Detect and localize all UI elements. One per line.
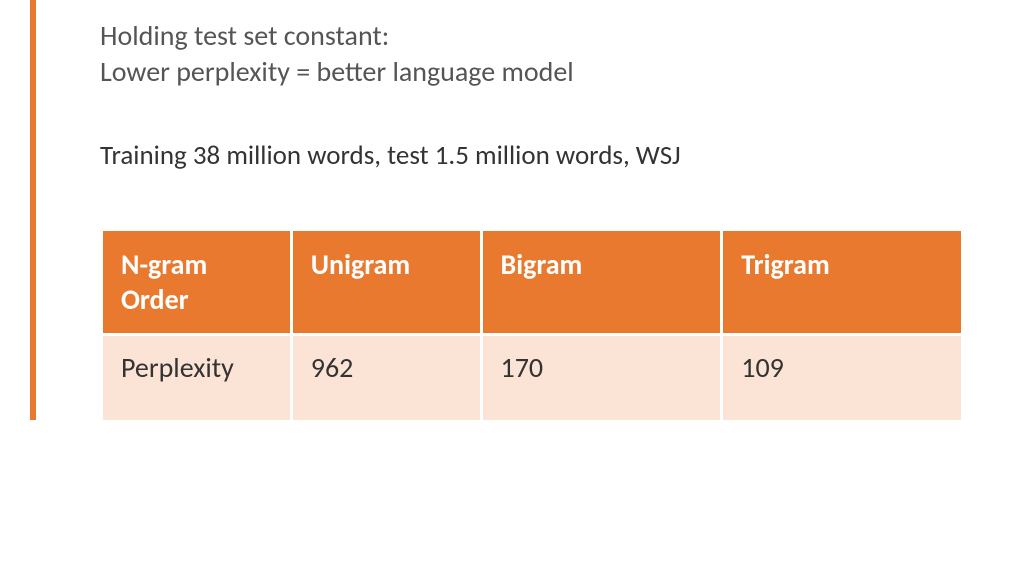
- table-header-cell: Unigram: [293, 231, 480, 333]
- perplexity-table: N-gram Order Unigram Bigram Trigram Perp…: [100, 228, 964, 423]
- table-row: Perplexity 962 170 109: [103, 336, 961, 420]
- table-cell: 170: [483, 336, 721, 420]
- slide-subheading: Training 38 million words, test 1.5 mill…: [100, 139, 964, 172]
- table-header-cell: Bigram: [483, 231, 721, 333]
- table-cell: 962: [293, 336, 480, 420]
- table-cell: Perplexity: [103, 336, 290, 420]
- slide-heading: Holding test set constant: Lower perplex…: [100, 18, 964, 91]
- table-header-cell: N-gram Order: [103, 231, 290, 333]
- table-header-cell: Trigram: [723, 231, 961, 333]
- slide-content: Holding test set constant: Lower perplex…: [0, 0, 1024, 423]
- heading-line-1: Holding test set constant:: [100, 18, 964, 54]
- table-cell: 109: [723, 336, 961, 420]
- accent-bar: [30, 0, 36, 420]
- table-header-row: N-gram Order Unigram Bigram Trigram: [103, 231, 961, 333]
- heading-line-2: Lower perplexity = better language model: [100, 54, 964, 90]
